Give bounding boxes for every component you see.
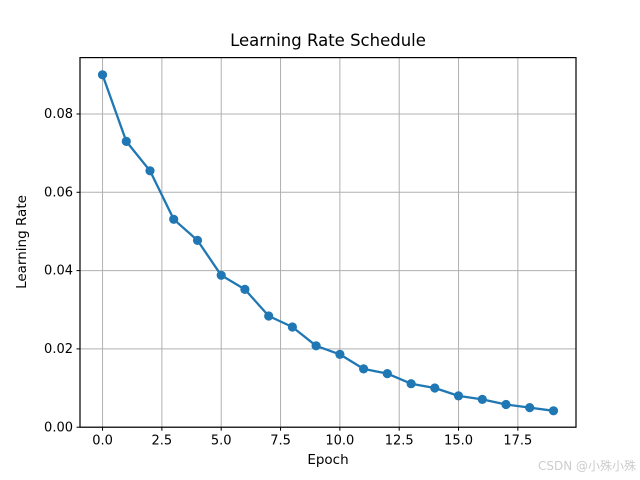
data-point	[359, 364, 369, 374]
x-tick-label: 2.5	[152, 434, 173, 449]
data-point	[430, 383, 440, 393]
data-point	[406, 379, 416, 389]
chart-title: Learning Rate Schedule	[230, 31, 426, 50]
data-point	[169, 214, 179, 224]
y-tick-label: 0.00	[44, 420, 73, 435]
axes-frame	[79, 56, 577, 428]
learning-rate-line	[101, 73, 555, 412]
y-tick-label: 0.06	[44, 185, 73, 200]
data-point	[240, 284, 250, 294]
y-tick-label: 0.08	[44, 107, 73, 122]
y-axis-label: Learning Rate	[14, 195, 30, 289]
data-point	[287, 322, 297, 332]
data-point	[97, 70, 108, 80]
x-tick-label: 0.0	[92, 434, 113, 449]
x-tick-label: 10.0	[325, 434, 354, 449]
data-point	[453, 391, 464, 401]
data-point	[525, 403, 535, 413]
data-point	[477, 394, 487, 404]
data-point	[192, 235, 203, 245]
y-tick-label: 0.04	[44, 264, 73, 279]
x-tick-label: 15.0	[444, 434, 473, 449]
y-tick-label: 0.02	[44, 342, 73, 357]
x-tick-label: 7.5	[270, 434, 291, 449]
data-point	[548, 406, 559, 416]
data-point	[121, 136, 131, 146]
data-point	[335, 349, 345, 359]
data-point	[264, 311, 274, 321]
x-tick-label: 12.5	[385, 434, 414, 449]
data-point	[501, 399, 511, 410]
data-point	[382, 369, 392, 379]
data-point	[311, 341, 321, 351]
x-tick-label: 5.0	[211, 434, 232, 449]
data-point	[216, 270, 226, 280]
x-tick-label: 17.5	[503, 434, 532, 449]
data-point	[145, 166, 155, 176]
x-axis-label: Epoch	[307, 452, 349, 468]
watermark: CSDN @小殊小殊	[537, 459, 636, 473]
